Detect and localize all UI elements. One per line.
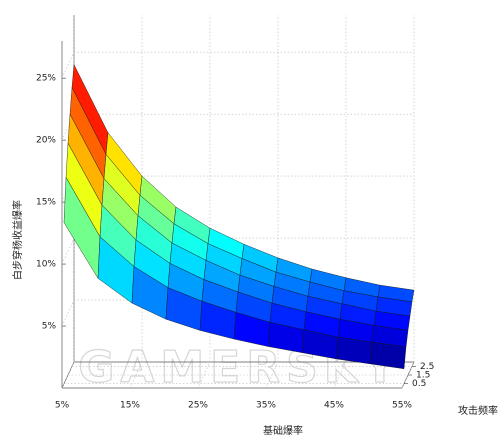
surface [63, 63, 415, 370]
x-tick-label: 35% [256, 401, 276, 411]
grid-line [61, 237, 75, 265]
grid-line [333, 361, 347, 389]
grid-line [61, 299, 75, 327]
y-tick-label: 0.5 [412, 379, 426, 389]
y-tick-label: 2.5 [420, 362, 434, 372]
y-tick-label: 1.5 [416, 371, 430, 381]
grid-line [61, 52, 75, 79]
x-axis-title: 基础爆率 [263, 424, 303, 437]
x-tick-label: 45% [324, 401, 344, 411]
z-tick-label: 15% [36, 198, 56, 208]
z-tick-label: 20% [36, 136, 56, 146]
x-tick-label: 15% [120, 401, 140, 411]
y-axis-title: 攻击频率 [458, 404, 498, 417]
z-tick-label: 10% [36, 260, 56, 270]
x-tick-label: 25% [188, 401, 208, 411]
surface-patch [369, 341, 407, 370]
z-axis-title: 白步穿杨收益爆率 [11, 200, 24, 280]
surface-patch [335, 336, 373, 365]
x-tick-label: 5% [55, 401, 70, 411]
z-tick-label: 25% [36, 74, 56, 84]
z-tick-label: 5% [42, 322, 57, 332]
x-tick-label: 55% [392, 401, 412, 411]
grid-line [197, 361, 211, 389]
grid-line [61, 114, 75, 141]
